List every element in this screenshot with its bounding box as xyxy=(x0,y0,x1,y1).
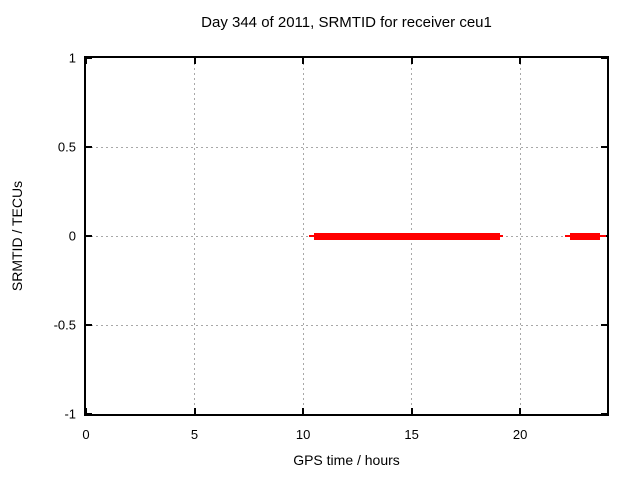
x-tick-mark xyxy=(519,408,522,414)
y-tick-mark xyxy=(86,57,92,59)
x-tick-mark xyxy=(410,58,413,64)
y-tick-mark xyxy=(601,146,607,148)
y-tick-mark xyxy=(601,324,607,326)
y-tick-mark xyxy=(601,413,607,415)
y-gridline xyxy=(86,146,607,148)
y-tick-mark xyxy=(86,235,92,237)
x-tick-label: 5 xyxy=(190,427,199,442)
y-tick-mark xyxy=(86,324,92,326)
x-tick-mark xyxy=(193,58,196,64)
plot-area xyxy=(84,56,609,416)
y-tick-mark xyxy=(86,146,92,148)
x-axis-label: GPS time / hours xyxy=(293,452,400,468)
x-tick-mark xyxy=(302,408,305,414)
x-tick-mark xyxy=(85,58,87,64)
x-tick-mark xyxy=(193,408,196,414)
y-tick-label: 1 xyxy=(68,50,76,66)
y-tick-label: -1 xyxy=(64,406,76,422)
x-tick-mark xyxy=(410,408,413,414)
y-tick-label: 0.5 xyxy=(57,139,76,155)
x-tick-mark xyxy=(302,58,305,64)
y-tick-mark xyxy=(601,57,607,59)
y-tick-label: -0.5 xyxy=(53,317,76,333)
x-tick-mark xyxy=(85,408,87,414)
series-line xyxy=(570,232,601,240)
x-tick-mark xyxy=(519,58,522,64)
x-tick-label: 15 xyxy=(404,427,419,442)
chart-title: Day 344 of 2011, SRMTID for receiver ceu… xyxy=(201,14,492,31)
x-tick-label: 20 xyxy=(512,427,528,442)
x-tick-label: 0 xyxy=(82,427,90,442)
y-gridline xyxy=(86,324,607,326)
series-line xyxy=(313,232,500,240)
x-tick-label: 10 xyxy=(295,427,311,442)
y-tick-mark xyxy=(86,413,92,415)
y-axis-label: SRMTID / TECUs xyxy=(9,180,25,292)
y-tick-label: 0 xyxy=(68,228,76,244)
